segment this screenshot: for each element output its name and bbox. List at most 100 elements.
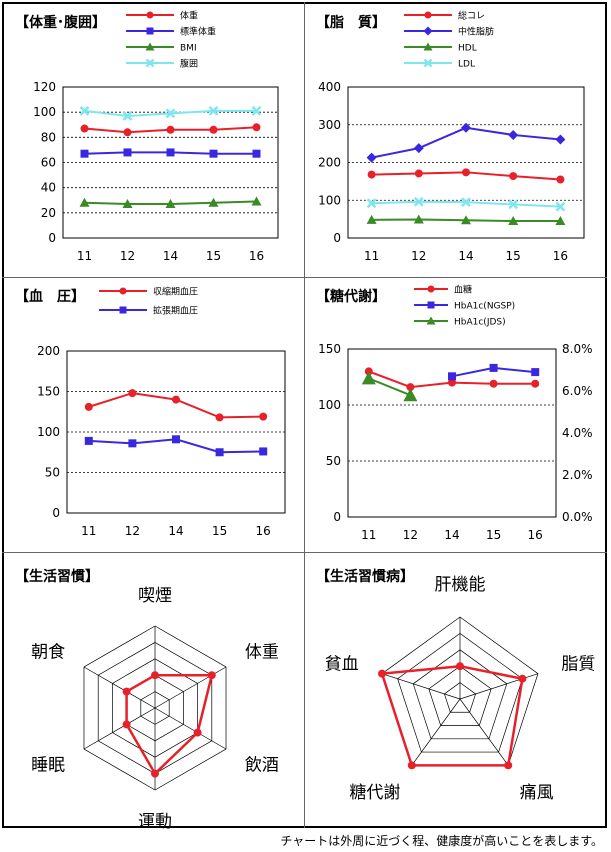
data-point (128, 439, 137, 448)
x-tick-label: 15 (206, 249, 221, 263)
data-point (448, 372, 456, 381)
radar-point (504, 761, 513, 770)
legend-marker (426, 316, 436, 325)
data-point (461, 215, 471, 225)
radar-axis-label: 脂質 (561, 654, 595, 674)
radar-series-line (125, 673, 214, 776)
legend-marker (119, 306, 127, 314)
series-1 (80, 148, 261, 158)
legend-label: 収縮期血圧 (153, 286, 198, 298)
data-point (448, 378, 456, 387)
radar-ring (412, 649, 508, 740)
y-tick-label: 0 (52, 506, 60, 520)
x-tick-label: 16 (256, 524, 271, 538)
legend-entry: 血糖 (414, 284, 472, 296)
x-tick-label: 11 (77, 249, 92, 263)
y-tick-label: 200 (318, 156, 341, 170)
data-point (555, 216, 566, 226)
y-tick-label: 40 (41, 181, 56, 195)
chart-title: 【脂 質】 (316, 14, 386, 31)
data-point (122, 199, 133, 209)
series-2 (361, 371, 418, 402)
legend-entry: HDL (404, 42, 477, 54)
x-tick-label: 16 (553, 249, 568, 263)
radar-spoke (83, 666, 156, 709)
series-2 (366, 214, 566, 226)
data-point (364, 367, 373, 376)
radar-axis-label: 朝食 (31, 643, 65, 663)
legend-label: HbA1c(JDS) (454, 318, 506, 328)
y2-tick-label: 8.0% (562, 342, 593, 356)
y-tick-label: 20 (41, 206, 56, 220)
data-point (461, 122, 471, 133)
series-1 (448, 363, 540, 381)
y-tick-label: 150 (318, 342, 341, 356)
data-point (413, 214, 424, 224)
data-point (165, 108, 176, 119)
x-tick-label: 14 (168, 524, 183, 538)
x-tick-label: 14 (444, 528, 459, 542)
legend-label: 体重 (180, 10, 198, 22)
data-point (251, 196, 262, 206)
y-tick-label: 50 (326, 454, 341, 468)
legend-label: 腹囲 (180, 58, 198, 70)
legend-entry: 拡張期血圧 (99, 305, 198, 317)
radar-axis-label: 貧血 (325, 654, 359, 674)
radar-spoke (459, 673, 539, 700)
data-point (166, 148, 175, 157)
radar-point (518, 674, 527, 683)
data-point (165, 199, 176, 209)
radar-spoke (381, 673, 461, 700)
legend-label: HbA1c(NGSP) (454, 302, 515, 312)
data-point (172, 435, 180, 444)
y2-tick-label: 4.0% (562, 426, 593, 440)
radar-point (193, 728, 202, 737)
legend-entry: 総コレ (404, 10, 485, 22)
data-point (215, 413, 224, 422)
legend-marker (145, 42, 155, 51)
series-3 (79, 106, 262, 121)
data-point (489, 363, 498, 372)
x-tick-label: 14 (458, 249, 473, 263)
legend-label: 拡張期血圧 (153, 305, 198, 317)
plot-area (347, 86, 585, 239)
radar-point (456, 662, 464, 671)
data-point (84, 402, 93, 411)
data-point (462, 168, 470, 177)
series-3 (366, 196, 566, 212)
data-point (508, 129, 519, 140)
y2-tick-label: 2.0% (562, 468, 593, 482)
radar-point (122, 687, 131, 696)
radar-ring (428, 665, 492, 726)
radar-axis-label: 飲酒 (245, 756, 279, 776)
y-tick-label: 300 (318, 118, 341, 132)
series-1 (84, 435, 268, 457)
legend-entry: HbA1c(NGSP) (414, 301, 515, 312)
x-tick-label: 15 (506, 249, 521, 263)
legend-label: 標準体重 (180, 26, 216, 38)
data-point (366, 214, 377, 224)
legend-entry: 体重 (126, 10, 198, 22)
series-0 (84, 389, 268, 422)
legend-marker (423, 58, 433, 68)
radar-point (207, 671, 216, 680)
legend-marker (427, 301, 435, 309)
radar-axis-label: 糖代謝 (349, 783, 400, 803)
data-point (413, 196, 424, 207)
x-tick-label: 16 (528, 528, 543, 542)
data-point (403, 388, 418, 402)
legend-marker (146, 27, 154, 35)
footnote: チャートは外周に近づく程、健康度が高いことを表します。 (280, 834, 603, 848)
data-point (79, 197, 90, 207)
radar-axis-label: 喫煙 (138, 586, 172, 606)
x-tick-label: 12 (120, 249, 135, 263)
x-tick-label: 12 (125, 524, 140, 538)
radar-spoke (411, 698, 461, 766)
y-tick-label: 100 (318, 193, 341, 207)
chart-title: 【生活習慣】 (15, 568, 99, 585)
radar-axis-label: 睡眠 (31, 756, 65, 776)
data-point (208, 197, 219, 207)
x-tick-label: 15 (212, 524, 227, 538)
